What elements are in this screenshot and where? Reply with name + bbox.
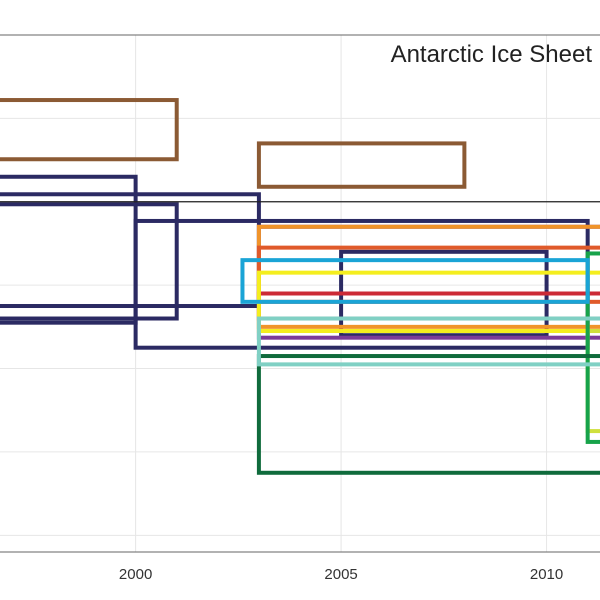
x-tick-label: 2000	[119, 566, 152, 583]
estimate-box	[0, 202, 179, 321]
chart-title: Antarctic Ice Sheet	[391, 41, 593, 68]
x-tick-labels: 20002005201020	[119, 566, 563, 583]
estimate-box	[240, 258, 590, 304]
data-boxes	[0, 98, 600, 475]
x-tick-label: 2010	[530, 566, 563, 583]
x-tick-label: 2005	[324, 566, 357, 583]
estimate-box	[256, 354, 600, 475]
estimate-box	[256, 316, 600, 367]
estimate-box	[256, 141, 467, 189]
estimate-box	[585, 251, 600, 444]
estimate-box	[0, 98, 179, 162]
